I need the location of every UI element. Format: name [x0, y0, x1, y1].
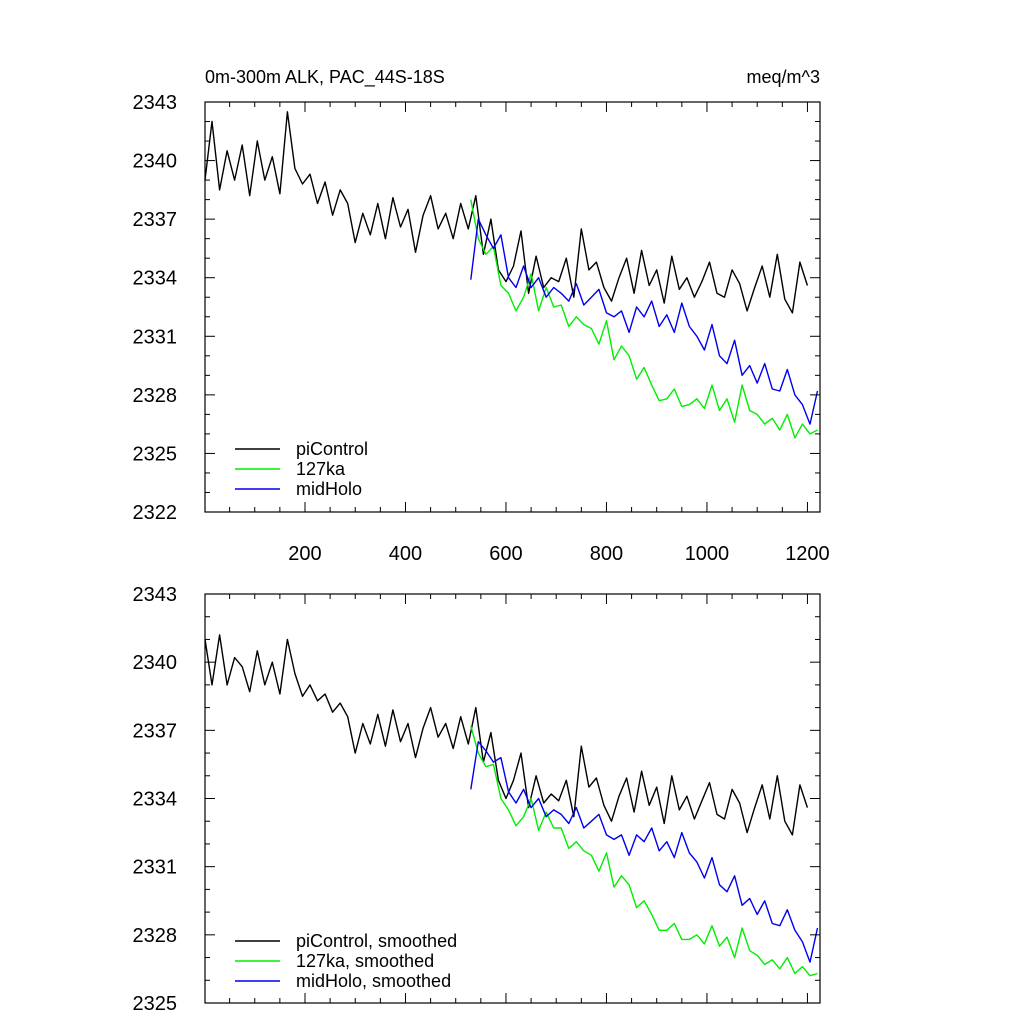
y-tick-label: 2325 — [133, 993, 178, 1015]
series-line-picontrol — [204, 111, 809, 314]
plot-frame — [204, 101, 821, 513]
series-line-midholo — [470, 218, 819, 425]
legend-label: piControl, smoothed — [296, 931, 457, 951]
x-tick-label: 400 — [389, 543, 422, 565]
y-tick-label: 2343 — [133, 584, 178, 606]
y-tick-label: 2325 — [133, 443, 178, 465]
y-tick-label: 2337 — [133, 209, 178, 231]
y-tick-label: 2334 — [133, 268, 178, 290]
x-tick-label: 800 — [590, 543, 623, 565]
y-tick-label: 2337 — [133, 720, 178, 742]
x-tick-label: 600 — [489, 543, 522, 565]
y-tick-label: 2340 — [133, 652, 178, 674]
y-tick-label: 2331 — [133, 326, 178, 348]
x-tick-label: 1000 — [685, 543, 730, 565]
title-right: meq/m^3 — [747, 67, 820, 87]
legend-label: 127ka — [296, 459, 346, 479]
y-tick-label: 2322 — [133, 502, 178, 524]
y-tick-label: 2328 — [133, 925, 178, 947]
legend-label: piControl — [296, 439, 368, 459]
series-line-127ka-smoothed — [470, 725, 818, 977]
bottom-panel: 2325 2328 2331 2334 2337 2340 2343 piControl, s… — [133, 584, 821, 1015]
x-tick-label: 200 — [288, 543, 321, 565]
legend-label: midHolo — [296, 479, 362, 499]
y-tick-label: 2343 — [133, 92, 178, 114]
series-line-midholo-smoothed — [470, 741, 819, 963]
y-tick-label: 2334 — [133, 789, 178, 811]
legend-label: midHolo, smoothed — [296, 971, 451, 991]
legend-label: 127ka, smoothed — [296, 951, 434, 971]
series-line-127ka — [470, 199, 818, 439]
y-tick-label: 2328 — [133, 385, 178, 407]
series-line-picontrol-smoothed — [204, 634, 809, 836]
top-panel: 0m-300m ALK, PAC_44S-18S meq/m^3 2322 232… — [133, 67, 830, 565]
x-tick-label: 1200 — [785, 543, 830, 565]
title-left: 0m-300m ALK, PAC_44S-18S — [205, 67, 445, 88]
y-tick-label: 2340 — [133, 151, 178, 173]
y-tick-label: 2331 — [133, 857, 178, 879]
